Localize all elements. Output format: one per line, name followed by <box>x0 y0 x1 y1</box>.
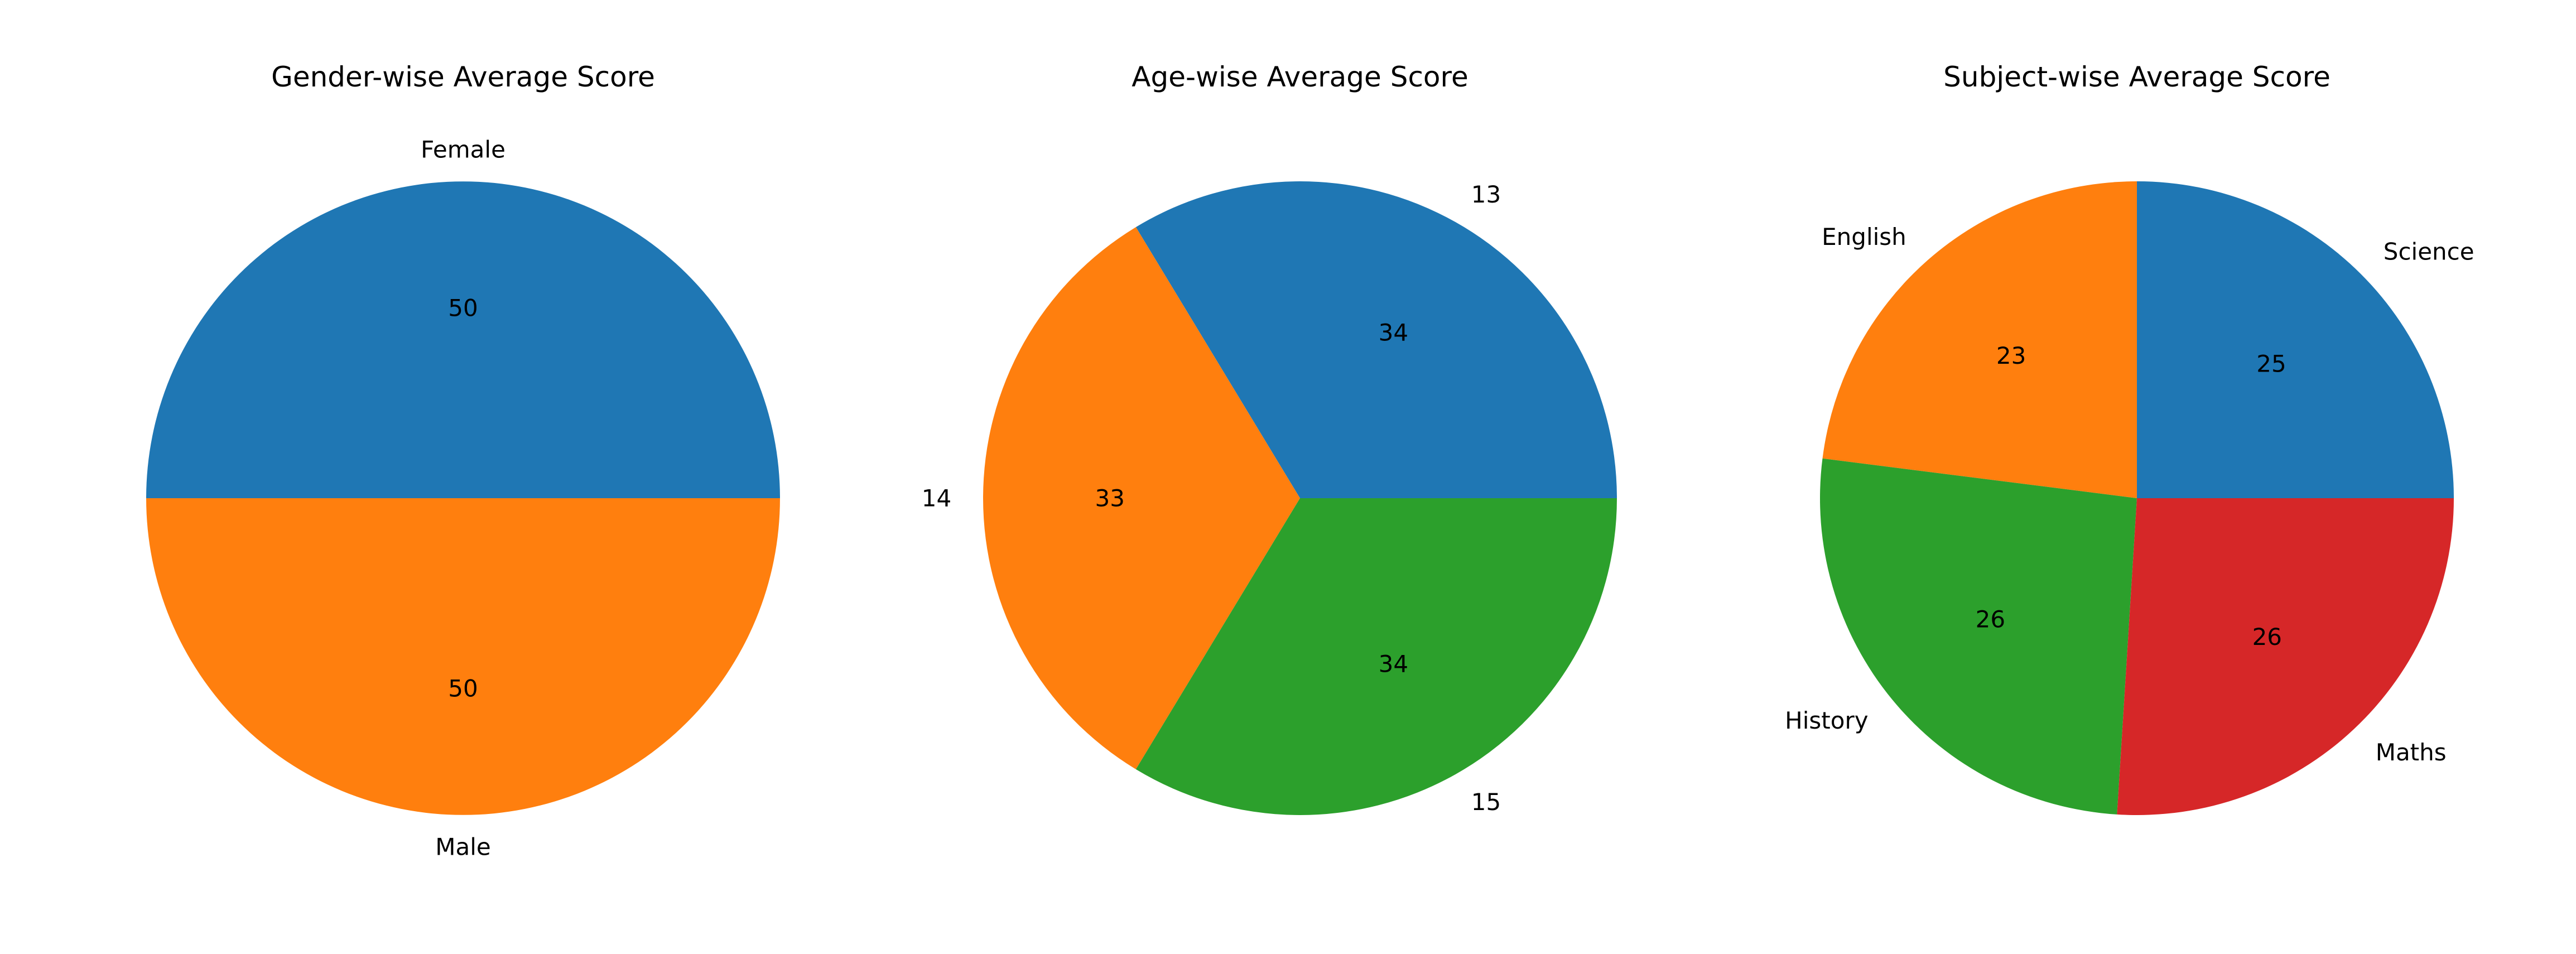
subject-value-science: 25 <box>2256 350 2286 378</box>
age-value-13: 34 <box>1379 319 1408 346</box>
age-label-15: 15 <box>1471 788 1501 816</box>
subject-label-english: English <box>1822 223 1906 250</box>
age-value-15: 34 <box>1379 650 1408 677</box>
gender-slice-female <box>146 181 780 498</box>
age-value-14: 33 <box>1095 485 1124 512</box>
subject-pie-chart: Subject-wise Average Score Science 25 Engl… <box>1785 61 2474 815</box>
age-pie-slices <box>983 181 1617 816</box>
subject-pie-labels: Science 25 English 23 History 26 Maths 26 <box>1785 223 2474 766</box>
age-pie-chart: Age-wise Average Score 13 34 14 33 15 34 <box>922 61 1617 816</box>
subject-label-science: Science <box>2384 238 2474 266</box>
gender-pie-slices <box>146 181 780 815</box>
gender-value-female: 50 <box>448 295 478 322</box>
subject-slice-science <box>2137 181 2454 498</box>
age-slice-13 <box>1135 181 1617 498</box>
gender-chart-title: Gender-wise Average Score <box>271 61 655 93</box>
age-slice-14 <box>983 227 1300 769</box>
subject-chart-title: Subject-wise Average Score <box>1943 61 2331 93</box>
subject-slice-english <box>1822 181 2137 498</box>
subject-pie-slices <box>1820 181 2454 815</box>
subject-slice-history <box>1820 458 2137 815</box>
gender-value-male: 50 <box>448 674 478 702</box>
age-pie-labels: 13 34 14 33 15 34 <box>922 181 1501 816</box>
gender-pie-chart: Gender-wise Average Score Female 50 Male 50 <box>146 61 780 860</box>
age-label-13: 13 <box>1471 181 1501 208</box>
gender-pie-labels: Female 50 Male 50 <box>421 136 505 861</box>
gender-label-male: Male <box>435 833 490 860</box>
subject-label-history: History <box>1785 707 1868 734</box>
subject-value-english: 23 <box>1996 342 2026 369</box>
gender-slice-male <box>146 498 780 815</box>
age-label-14: 14 <box>922 485 951 512</box>
subject-value-maths: 26 <box>2252 623 2282 651</box>
age-slice-15 <box>1135 498 1617 816</box>
subject-value-history: 26 <box>1976 606 2005 633</box>
subject-label-maths: Maths <box>2376 739 2447 766</box>
gender-label-female: Female <box>421 136 505 163</box>
subject-slice-maths <box>2117 498 2454 815</box>
age-chart-title: Age-wise Average Score <box>1131 61 1468 93</box>
